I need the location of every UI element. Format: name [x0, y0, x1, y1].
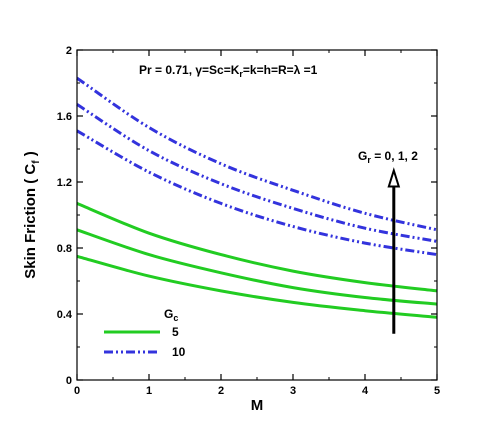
- legend-title-main: G: [164, 307, 173, 321]
- y-axis-label-close: ): [22, 151, 39, 160]
- params-suffix: =k=h=R=λ =1: [243, 63, 318, 77]
- x-tick-label: 3: [290, 385, 296, 397]
- y-tick-label: 2: [66, 45, 72, 57]
- x-tick-label: 1: [146, 385, 152, 397]
- tick-layer: 0 1 2 3 4 5 0 0.4 0.8 1.2 1.6 2: [57, 45, 440, 397]
- y-axis-label: Skin Friction ( Cf ): [22, 151, 42, 279]
- y-tick-label: 0.8: [57, 243, 72, 255]
- y-tick-label: 1.6: [57, 111, 72, 123]
- gr-label-sub: r: [367, 155, 371, 165]
- gr-arrow-head: [387, 167, 401, 188]
- y-tick-label: 1.2: [57, 177, 72, 189]
- series-line-gc5-0: [76, 254, 438, 319]
- x-tick-label: 2: [218, 385, 224, 397]
- series-layer: [76, 76, 438, 319]
- x-tick-label: 4: [362, 385, 369, 397]
- legend: Gc 510: [104, 307, 186, 359]
- y-tick-label: 0.4: [57, 309, 73, 321]
- legend-label-gc10: 10: [172, 345, 186, 359]
- gr-label-rest: = 0, 1, 2: [371, 149, 418, 163]
- y-axis-label-sub: f: [31, 160, 42, 164]
- legend-label-gc5: 5: [172, 325, 179, 339]
- x-tick-label: 5: [434, 385, 440, 397]
- series-line-gc10-2: [76, 76, 438, 232]
- series-line-gc5-2: [76, 202, 438, 293]
- svg-text:Skin Friction ( Cf ): Skin Friction ( Cf ): [22, 151, 42, 279]
- legend-title-sub: c: [173, 313, 178, 323]
- legend-entries: 510: [104, 325, 186, 359]
- parameter-annotation: Pr = 0.71, γ=Sc=Kr=k=h=R=λ =1: [139, 63, 318, 79]
- x-tick-label: 0: [74, 385, 80, 397]
- series-line-gc10-0: [76, 129, 438, 257]
- params-prefix: Pr = 0.71, γ=Sc=K: [139, 63, 240, 77]
- gr-arrow: [387, 167, 401, 334]
- gr-label-main: G: [358, 149, 367, 163]
- gr-arrow-label: Gr = 0, 1, 2: [358, 149, 418, 165]
- legend-title: Gc: [164, 307, 178, 323]
- series-line-gc5-1: [76, 228, 438, 306]
- params-sub: r: [239, 69, 243, 79]
- y-tick-label: 0: [66, 375, 72, 387]
- x-axis-label: M: [251, 397, 264, 414]
- y-axis-label-main: Skin Friction ( C: [22, 164, 39, 279]
- series-line-gc10-1: [76, 103, 438, 243]
